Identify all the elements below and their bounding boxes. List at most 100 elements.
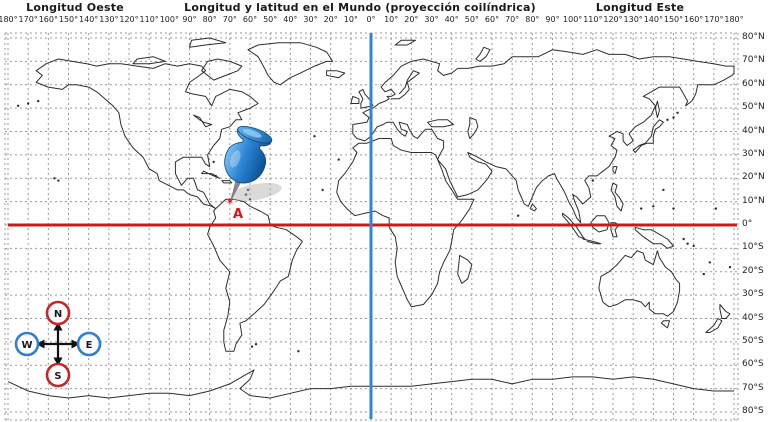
- compass-north-label: N: [54, 309, 62, 320]
- longitude-tick-label: 130°: [623, 15, 643, 24]
- arrow-right-icon: [71, 339, 80, 349]
- longitude-tick-label: 180°: [0, 15, 18, 24]
- island-dot: [214, 174, 217, 178]
- compass-south-label: S: [54, 371, 61, 382]
- arrow-down-icon: [53, 357, 63, 366]
- compass-east-label: E: [86, 340, 93, 351]
- island-dot: [57, 179, 60, 182]
- latitude-tick-label: 30°N: [742, 148, 765, 159]
- island-dot: [662, 188, 665, 192]
- longitude-tick-label: 180°: [724, 15, 744, 24]
- island-dot: [337, 158, 340, 161]
- longitude-tick-label: 40°: [444, 15, 459, 24]
- longitude-tick-label: 90°: [182, 15, 197, 24]
- longitude-tick-label: 140°: [79, 15, 99, 24]
- longitude-tick-label: 140°: [643, 15, 663, 24]
- point-a-marker: ✶ A: [226, 197, 243, 222]
- island-dot: [672, 116, 675, 119]
- latitude-tick-label: 40°N: [742, 125, 765, 136]
- longitude-tick-label: 0°: [366, 15, 376, 24]
- island-dot: [53, 177, 56, 180]
- longitude-tick-label: 70°: [222, 15, 237, 24]
- longitude-tick-label: 110°: [583, 15, 603, 24]
- longitude-tick-label: 150°: [58, 15, 79, 24]
- longitude-tick-label: 160°: [684, 15, 704, 24]
- latitude-tick-label: 50°S: [742, 335, 764, 346]
- latitude-tick-label: 80°S: [742, 406, 764, 416]
- island-dot: [714, 207, 718, 210]
- arrow-left-icon: [36, 339, 45, 349]
- longitude-tick-label: 150°: [663, 15, 684, 24]
- point-a-label: A: [233, 207, 243, 222]
- latitude-tick-label: 60°S: [742, 359, 764, 370]
- island-dot: [702, 272, 705, 276]
- compass-rose: N S W E: [14, 300, 102, 388]
- island-dot: [297, 350, 300, 353]
- island-dot: [313, 135, 316, 138]
- latitude-tick-label: 60°N: [742, 78, 765, 89]
- longitude-tick-label: 160°: [38, 15, 58, 24]
- latitude-tick-label: 0°: [742, 219, 753, 229]
- island-dot: [246, 188, 250, 192]
- longitude-tick-label: 30°: [424, 15, 439, 24]
- longitude-tick-label: 60°: [242, 15, 258, 24]
- longitude-tick-label: 130°: [99, 15, 119, 24]
- island-dot: [37, 99, 40, 103]
- island-dot: [16, 104, 20, 108]
- latitude-tick-label: 20°S: [742, 265, 764, 276]
- compass-west-label: W: [21, 340, 32, 351]
- longitude-tick-label: 30°: [303, 15, 318, 24]
- longitude-tick-label: 20°: [404, 15, 419, 24]
- longitude-tick-label: 120°: [603, 15, 623, 24]
- island-dot: [212, 160, 215, 164]
- longitude-west-title: Longitud Oeste: [26, 1, 124, 14]
- island-dot: [652, 205, 655, 208]
- west-ring: [14, 331, 40, 357]
- island-dot: [27, 102, 30, 105]
- latitude-tick-label: 50°N: [742, 102, 765, 113]
- longitude-tick-label: 70°: [505, 15, 520, 24]
- coastlines: [7, 37, 735, 399]
- longitude-tick-label: 170°: [704, 15, 724, 24]
- island-dot: [250, 345, 254, 348]
- island-dot: [254, 343, 258, 346]
- island-dot: [321, 188, 324, 192]
- latitude-tick-label: 10°S: [742, 242, 764, 253]
- map-title: Longitud y latitud en el Mundo (proyecci…: [184, 1, 536, 14]
- latitude-tick-label: 70°S: [742, 382, 764, 393]
- latitude-tick-label: 40°S: [742, 312, 764, 323]
- pin-shadow: [230, 182, 282, 202]
- latitude-tick-label: 10°N: [742, 195, 765, 206]
- longitude-tick-label: 80°: [202, 15, 217, 24]
- latitude-tick-label: 70°N: [742, 55, 765, 66]
- arrow-up-icon: [53, 322, 63, 331]
- island-dot: [676, 111, 679, 115]
- longitude-tick-label: 120°: [119, 15, 139, 24]
- island-dot: [682, 237, 685, 241]
- latitude-tick-label: 30°S: [742, 289, 764, 300]
- longitude-tick-label: 10°: [384, 15, 399, 24]
- pin-highlight: [230, 150, 241, 168]
- longitude-tick-label: 170°: [18, 15, 38, 24]
- island-dot: [640, 207, 643, 210]
- longitude-tick-label: 10°: [343, 15, 358, 24]
- longitude-tick-label: 40°: [283, 15, 298, 24]
- longitude-tick-label: 100°: [563, 15, 583, 24]
- island-dot: [686, 242, 689, 245]
- latitude-tick-label: 20°N: [742, 172, 765, 183]
- longitude-east-title: Longitud Este: [595, 1, 685, 14]
- longitude-tick-label: 100°: [159, 15, 179, 24]
- island-dot: [591, 179, 594, 182]
- pin-cap-highlight: [242, 128, 262, 138]
- push-pin[interactable]: [212, 122, 283, 207]
- longitude-tick-label: 50°: [464, 15, 479, 24]
- island-dot: [708, 261, 711, 264]
- island-dot: [728, 265, 732, 269]
- island-dot: [666, 118, 669, 122]
- longitude-tick-label: 60°: [484, 15, 500, 24]
- longitude-tick-label: 50°: [263, 15, 278, 24]
- north-ring: [45, 300, 71, 326]
- south-ring: [45, 362, 71, 388]
